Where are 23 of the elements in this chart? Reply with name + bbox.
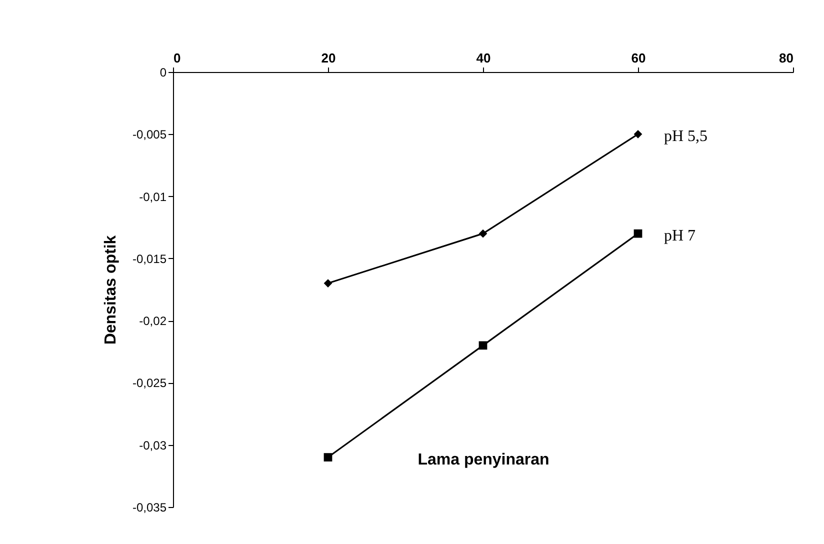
x-tick-label: 0 <box>174 50 181 66</box>
x-axis-title: Lama penyinaran <box>418 452 550 468</box>
series-label: pH 5,5 <box>664 128 708 146</box>
x-tick-label: 20 <box>321 50 336 66</box>
y-tick-label: -0,025 <box>132 376 167 390</box>
y-tick-label: -0,015 <box>132 252 167 266</box>
y-tick-label: -0,005 <box>132 128 167 142</box>
x-tick-label: 60 <box>631 50 646 66</box>
point <box>478 341 488 350</box>
y-tick-label: -0,01 <box>139 190 167 204</box>
point <box>478 229 488 238</box>
y-tick-label: 0 <box>160 66 167 80</box>
point <box>324 453 332 462</box>
y-tick-label: -0,03 <box>139 438 167 452</box>
series-label: pH 7 <box>664 228 696 245</box>
x-tick-label: 80 <box>779 50 794 66</box>
y-tick-label: -0,02 <box>139 314 167 328</box>
point <box>634 229 642 238</box>
point <box>634 130 642 138</box>
y-tick-label: -0,035 <box>132 500 167 514</box>
x-tick-label: 40 <box>476 50 491 66</box>
y-axis-title: Densitas optik <box>102 235 120 345</box>
point <box>324 279 332 288</box>
